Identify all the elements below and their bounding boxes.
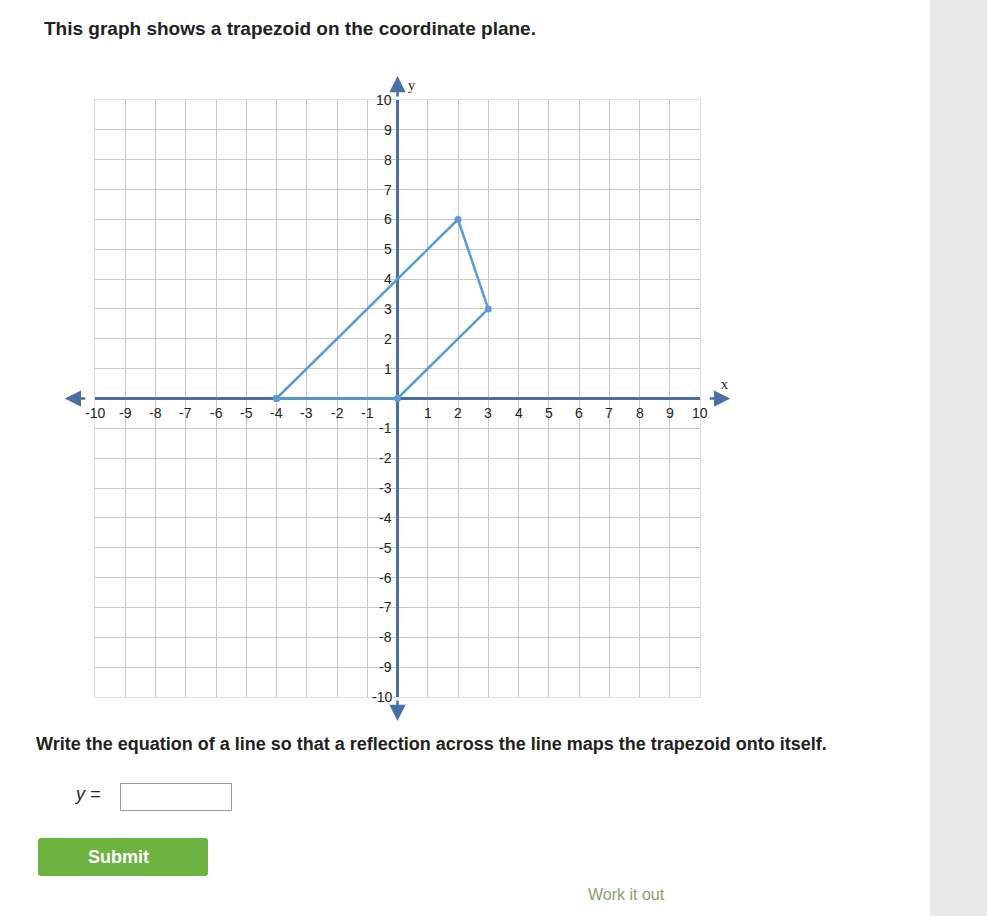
svg-text:2: 2: [384, 331, 392, 347]
svg-text:-9: -9: [119, 405, 132, 421]
svg-text:-2: -2: [331, 405, 344, 421]
svg-text:2: 2: [454, 405, 462, 421]
svg-text:-6: -6: [379, 570, 392, 586]
html-text:y =: y =: [76, 784, 101, 804]
svg-text:-8: -8: [379, 629, 392, 645]
svg-text:1: 1: [384, 361, 392, 377]
svg-text:6: 6: [575, 405, 583, 421]
svg-text:1: 1: [424, 405, 432, 421]
svg-text:-10: -10: [85, 405, 105, 421]
svg-text:-3: -3: [379, 480, 392, 496]
svg-text:-1: -1: [379, 420, 392, 436]
svg-text:-7: -7: [379, 599, 392, 615]
svg-text:-2: -2: [379, 450, 392, 466]
svg-text:-5: -5: [379, 540, 392, 556]
svg-text:-1: -1: [361, 405, 374, 421]
svg-text:5: 5: [384, 241, 392, 257]
svg-text:y: y: [408, 78, 415, 93]
svg-text:-6: -6: [210, 405, 223, 421]
html-text:Write the equation of a line s: Write the equation of a line so that a r…: [36, 734, 827, 754]
svg-text:9: 9: [384, 122, 392, 138]
svg-text:4: 4: [384, 271, 392, 287]
svg-text:-4: -4: [270, 405, 283, 421]
svg-text:-9: -9: [379, 659, 392, 675]
svg-text:-8: -8: [149, 405, 162, 421]
svg-text:5: 5: [545, 405, 553, 421]
svg-text:8: 8: [384, 152, 392, 168]
html-text:Work it out: Work it out: [588, 886, 665, 903]
html-text:Submit: Submit: [88, 847, 149, 867]
svg-text:x: x: [721, 377, 728, 392]
svg-text:3: 3: [484, 405, 492, 421]
svg-text:-3: -3: [300, 405, 313, 421]
svg-text:7: 7: [605, 405, 613, 421]
svg-text:-7: -7: [179, 405, 192, 421]
svg-text:-4: -4: [379, 510, 392, 526]
svg-text:4: 4: [515, 405, 523, 421]
svg-text:-10: -10: [372, 689, 392, 705]
html-text:This graph shows a trapezoid o: This graph shows a trapezoid on the coor…: [44, 18, 536, 39]
svg-text:8: 8: [636, 405, 644, 421]
svg-text:-5: -5: [240, 405, 253, 421]
svg-text:10: 10: [692, 405, 708, 421]
svg-text:6: 6: [384, 211, 392, 227]
svg-text:7: 7: [384, 182, 392, 198]
svg-text:9: 9: [666, 405, 674, 421]
svg-text:10: 10: [376, 92, 392, 108]
svg-text:3: 3: [384, 301, 392, 317]
